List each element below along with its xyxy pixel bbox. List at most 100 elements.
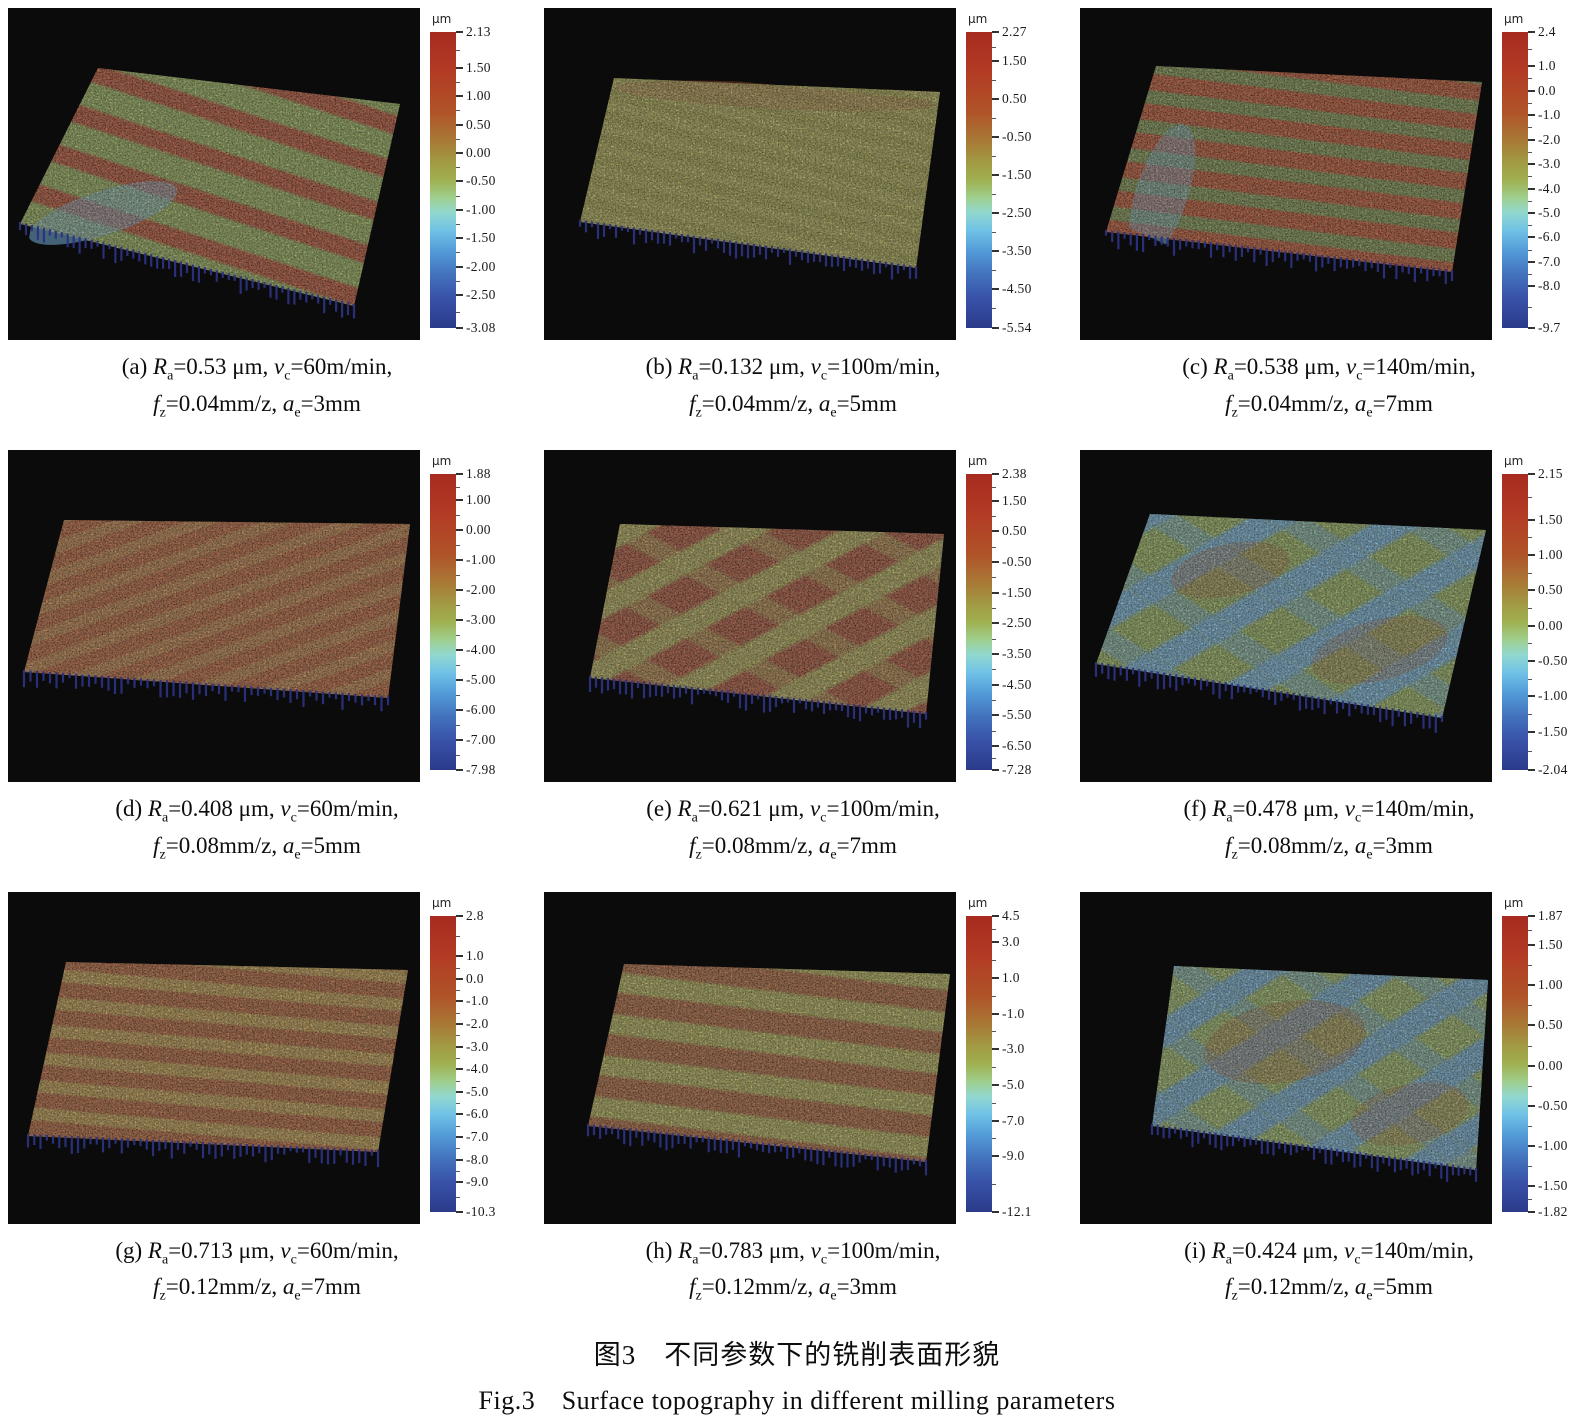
colorbar-tick (992, 135, 999, 138)
colorbar-tick-label: -2.0 (466, 1016, 489, 1032)
colorbar-tick (456, 914, 463, 917)
variable-subscript: c (290, 1252, 297, 1268)
colorbar-tick-label: -7.0 (1538, 253, 1561, 269)
colorbar-tick-label: 2.15 (1538, 465, 1563, 481)
colorbar-minor-tick (456, 665, 460, 667)
plot-row-b: μm 2.27 1.50 0.50 -0.50 -1.50 -2.50 -3.50 -4.50 -… (544, 8, 1042, 340)
colorbar-minor-tick (992, 1138, 996, 1140)
colorbar-tick-label: -1.00 (1538, 688, 1568, 704)
surface-topography-image-f (1080, 449, 1492, 782)
colorbar-tick-label: -6.0 (466, 1106, 489, 1122)
colorbar-gradient (966, 473, 992, 770)
colorbar-tick (1528, 327, 1535, 329)
colorbar-tick-label: -4.50 (1002, 280, 1032, 296)
colorbar-tick-label: -1.50 (466, 230, 496, 246)
variable-symbol: R (153, 354, 168, 379)
colorbar-minor-tick (1528, 127, 1532, 129)
panel-caption-line1: (f) Ra=0.478 μm, vc=140m/min, (1183, 795, 1475, 826)
panel-caption-line2: fz=0.04mm/z, ae=7mm (1225, 390, 1433, 421)
variable-symbol: R (147, 795, 162, 821)
colorbar-tick-label: 2.38 (1002, 465, 1027, 481)
colorbar-tick-label: 1.50 (1002, 492, 1027, 508)
panel-caption-line1: (e) Ra=0.621 μm, vc=100m/min, (646, 795, 940, 826)
colorbar-tick (456, 95, 463, 98)
colorbar-minor-tick (456, 755, 460, 757)
colorbar-minor-tick (992, 308, 996, 310)
variable-subscript: a (1225, 1252, 1232, 1268)
colorbar-i: μm 1.87 1.50 1.00 0.50 0.00 -0.50 -1.00 -1.50 -1.… (1492, 892, 1578, 1224)
colorbar-tick-label: -0.50 (1538, 652, 1568, 668)
colorbar-minor-tick (1528, 496, 1532, 498)
colorbar-minor-tick (456, 195, 460, 197)
plot-row-h: μm 4.5 3.0 1.0 -1.0 -3.0 -5.0 -7.0 -9.0 -12.1 (544, 891, 1042, 1224)
colorbar-tick (992, 941, 999, 944)
colorbar-tick-label: 1.50 (1002, 53, 1027, 69)
surface-plot-svg-d (8, 449, 420, 782)
colorbar-minor-tick (1528, 750, 1532, 752)
colorbar-tick-label: -1.50 (1002, 584, 1032, 600)
colorbar-tick (1528, 65, 1535, 68)
colorbar-tick-label: 2.4 (1538, 24, 1556, 39)
colorbar-tick-label: -1.82 (1538, 1203, 1568, 1219)
variable-symbol: v (810, 354, 821, 379)
variable-symbol: R (1212, 795, 1227, 821)
colorbar-tick-label: 1.50 (466, 59, 491, 75)
variable-subscript: c (820, 810, 827, 826)
colorbar-minor-tick (992, 730, 996, 732)
colorbar-tick-label: -0.50 (1538, 1097, 1568, 1113)
colorbar-minor-tick (992, 1031, 996, 1033)
variable-subscript: e (294, 1289, 301, 1305)
variable-subscript: c (284, 368, 291, 384)
colorbar-tick-label: 1.50 (1538, 511, 1563, 527)
colorbar-tick (456, 1000, 463, 1003)
colorbar-tick (992, 561, 999, 564)
variable-symbol: R (677, 795, 692, 821)
colorbar-minor-tick (456, 1035, 460, 1037)
colorbar-tick (456, 327, 463, 329)
colorbar-tick (992, 1210, 999, 1213)
colorbar-minor-tick (1528, 1165, 1532, 1167)
colorbar-tick (456, 237, 463, 240)
figure-panel-i: μm 1.87 1.50 1.00 0.50 0.00 -0.50 -1.00 -1.50 -1.… (1080, 891, 1578, 1308)
colorbar-tick-label: -2.50 (466, 287, 496, 303)
colorbar-tick-label: -0.50 (1002, 554, 1032, 570)
colorbar-tick-label: -4.0 (1538, 180, 1561, 196)
variable-subscript: z (1231, 1289, 1238, 1305)
colorbar-minor-tick (456, 1057, 460, 1059)
surface-topography-image-c (1080, 8, 1492, 340)
colorbar-unit-label: μm (968, 453, 988, 468)
panel-caption-line2: fz=0.08mm/z, ae=5mm (153, 832, 361, 863)
colorbar-tick (456, 955, 463, 958)
colorbar-tick-label: 0.50 (1002, 91, 1027, 107)
colorbar-tick (992, 683, 999, 686)
colorbar-minor-tick (992, 155, 996, 157)
colorbar-tick-label: -7.28 (1002, 761, 1032, 777)
colorbar-tick (992, 768, 999, 771)
colorbar-gradient (1502, 915, 1528, 1212)
figure-panel-h: μm 4.5 3.0 1.0 -1.0 -3.0 -5.0 -7.0 -9.0 -12.1 (h) … (544, 891, 1042, 1308)
colorbar-tick (1528, 187, 1535, 190)
colorbar-minor-tick (456, 1196, 460, 1198)
colorbar-tick-label: -1.00 (466, 552, 496, 568)
surface-topography-image-e (544, 449, 956, 782)
variable-symbol: R (678, 1237, 693, 1263)
panel-caption-line2: fz=0.04mm/z, ae=5mm (689, 390, 897, 421)
colorbar-tick-label: -2.0 (1538, 131, 1561, 147)
colorbar-tick-label: -2.00 (466, 258, 496, 274)
variable-subscript: z (159, 847, 166, 863)
variable-symbol: v (1344, 1237, 1355, 1263)
colorbar-tick (456, 559, 463, 562)
colorbar-tick-label: 0.00 (1538, 617, 1563, 633)
colorbar-minor-tick (456, 167, 460, 169)
colorbar-tick (1528, 1104, 1535, 1107)
surface-topography-image-a (8, 8, 420, 340)
variable-symbol: a (1354, 832, 1367, 858)
colorbar-tick-label: -6.00 (466, 702, 496, 718)
colorbar-minor-tick (1528, 49, 1532, 51)
colorbar-tick-label: -7.0 (466, 1128, 489, 1144)
colorbar-tick-label: 2.27 (1002, 24, 1027, 39)
colorbar-minor-tick (992, 577, 996, 579)
variable-subscript: e (1366, 405, 1373, 421)
colorbar-unit-label: μm (1504, 12, 1524, 26)
